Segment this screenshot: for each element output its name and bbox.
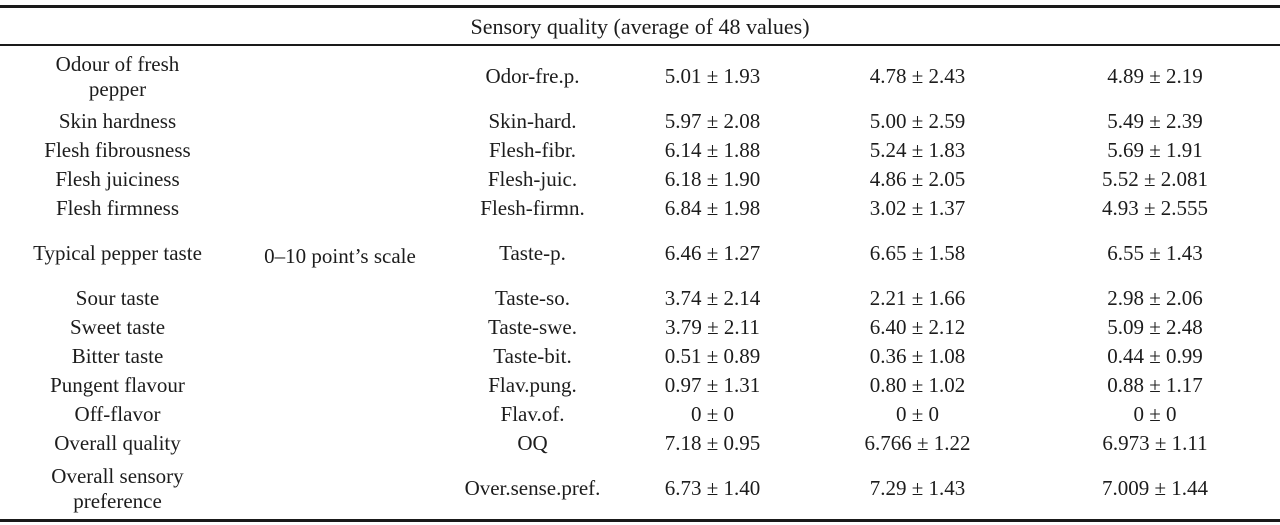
- table-body: Odour of fresh pepper 0–10 point’s scale O…: [0, 45, 1280, 521]
- attribute-cell: Flesh fibrousness: [0, 136, 235, 165]
- value-cell: 6.973 ± 1.11: [1102, 431, 1208, 455]
- value-cell: 6.46 ± 1.27: [664, 241, 761, 265]
- table-row: Flesh firmness Flesh-firmn. 6.84 ± 1.98 3.0…: [0, 194, 1280, 223]
- value-cell: 0.97 ± 1.31: [664, 373, 761, 397]
- abbreviation-cell: Taste-swe.: [488, 315, 577, 339]
- value-cell: 6.73 ± 1.40: [664, 476, 761, 500]
- value-cell: 5.24 ± 1.83: [869, 138, 966, 162]
- value-cell: 0 ± 0: [1133, 402, 1177, 426]
- attribute-label: Overall quality: [54, 431, 181, 455]
- value-cell: 7.009 ± 1.44: [1102, 476, 1209, 500]
- table-row: Overall quality OQ 7.18 ± 0.95 6.766 ± 1.22…: [0, 429, 1280, 458]
- attribute-label: Overall sensory preference: [51, 463, 184, 513]
- table-row: Typical pepper taste Taste-p. 6.46 ± 1.27 6…: [0, 223, 1280, 284]
- value-cell: 3.79 ± 2.11: [665, 315, 760, 339]
- value-cell: 0.36 ± 1.08: [869, 344, 966, 368]
- attribute-label: Off-flavor: [74, 402, 161, 426]
- attribute-cell: Pungent flavour: [0, 371, 235, 400]
- value-cell: 0.44 ± 0.99: [1107, 344, 1203, 368]
- value-cell: 4.78 ± 2.43: [869, 64, 966, 88]
- value-cell: 4.93 ± 2.555: [1102, 196, 1209, 220]
- value-cell: 6.65 ± 1.58: [869, 241, 966, 265]
- abbreviation-cell: Taste-bit.: [493, 344, 572, 368]
- value-cell: 2.98 ± 2.06: [1107, 286, 1203, 310]
- attribute-cell: Sweet taste: [0, 313, 235, 342]
- abbreviation-cell: Skin-hard.: [488, 109, 577, 133]
- value-cell: 0 ± 0: [690, 402, 735, 426]
- attribute-cell: Bitter taste: [0, 342, 235, 371]
- attribute-cell: Overall sensory preference: [0, 458, 235, 521]
- value-cell: 6.18 ± 1.90: [664, 167, 761, 191]
- attribute-cell: Typical pepper taste: [0, 223, 235, 284]
- attribute-cell: Flesh juiciness: [0, 165, 235, 194]
- value-cell: 0 ± 0: [895, 402, 940, 426]
- attribute-cell: Sour taste: [0, 284, 235, 313]
- attribute-label: Flesh firmness: [55, 196, 180, 220]
- value-cell: 5.00 ± 2.59: [869, 109, 966, 133]
- table-row: Overall sensory preference Over.sense.pre…: [0, 458, 1280, 521]
- value-cell: 5.69 ± 1.91: [1107, 138, 1203, 162]
- attribute-cell: Odour of fresh pepper: [0, 45, 235, 107]
- value-cell: 3.02 ± 1.37: [869, 196, 966, 220]
- value-cell: 6.40 ± 2.12: [869, 315, 966, 339]
- table-row: Sweet taste Taste-swe. 3.79 ± 2.11 6.40 ± 2…: [0, 313, 1280, 342]
- attribute-cell: Skin hardness: [0, 107, 235, 136]
- attribute-cell: Off-flavor: [0, 400, 235, 429]
- value-cell: 0.88 ± 1.17: [1107, 373, 1203, 397]
- attribute-label: Pungent flavour: [50, 373, 185, 397]
- attribute-label: Sweet taste: [69, 315, 166, 339]
- table-row: Flesh fibrousness Flesh-fibr. 6.14 ± 1.88 5…: [0, 136, 1280, 165]
- table-row: Sour taste Taste-so. 3.74 ± 2.14 2.21 ± 1.6…: [0, 284, 1280, 313]
- abbreviation-cell: Taste-p.: [499, 241, 566, 265]
- value-cell: 6.84 ± 1.98: [664, 196, 761, 220]
- attribute-label: Sour taste: [75, 286, 160, 310]
- attribute-label: Typical pepper taste: [33, 241, 202, 265]
- table-row: Pungent flavour Flav.pung. 0.97 ± 1.31 0.80…: [0, 371, 1280, 400]
- abbreviation-cell: Taste-so.: [495, 286, 570, 310]
- attribute-label: Odour of fresh pepper: [55, 51, 180, 101]
- abbreviation-cell: Over.sense.pref.: [464, 476, 601, 500]
- value-cell: 0.51 ± 0.89: [664, 344, 761, 368]
- value-cell: 5.01 ± 1.93: [664, 64, 761, 88]
- value-cell: 6.55 ± 1.43: [1107, 241, 1203, 265]
- abbreviation-cell: Odor-fre.p.: [485, 64, 580, 88]
- table-row: Skin hardness Skin-hard. 5.97 ± 2.08 5.00 ±…: [0, 107, 1280, 136]
- scale-label: 0–10 point’s scale: [264, 244, 416, 268]
- abbreviation-cell: Flav.pung.: [488, 373, 577, 397]
- attribute-label: Flesh juiciness: [55, 167, 180, 191]
- value-cell: 6.766 ± 1.22: [864, 431, 971, 455]
- table-header-row: Sensory quality (average of 48 values): [0, 6, 1280, 46]
- attribute-label: Bitter taste: [71, 344, 164, 368]
- attribute-cell: Overall quality: [0, 429, 235, 458]
- value-cell: 7.18 ± 0.95: [664, 431, 761, 455]
- value-cell: 5.09 ± 2.48: [1107, 315, 1203, 339]
- table-row: Bitter taste Taste-bit. 0.51 ± 0.89 0.36 ± …: [0, 342, 1280, 371]
- attribute-cell: Flesh firmness: [0, 194, 235, 223]
- abbreviation-cell: Flav.of.: [500, 402, 565, 426]
- value-cell: 2.21 ± 1.66: [869, 286, 966, 310]
- value-cell: 5.97 ± 2.08: [664, 109, 761, 133]
- abbreviation-cell: Flesh-juic.: [487, 167, 578, 191]
- abbreviation-cell: Flesh-fibr.: [489, 138, 576, 162]
- value-cell: 6.14 ± 1.88: [664, 138, 761, 162]
- table-title: Sensory quality (average of 48 values): [0, 6, 1280, 46]
- value-cell: 4.89 ± 2.19: [1107, 64, 1203, 88]
- sensory-quality-table: Sensory quality (average of 48 values) O…: [0, 5, 1280, 522]
- value-cell: 3.74 ± 2.14: [664, 286, 761, 310]
- value-cell: 7.29 ± 1.43: [869, 476, 966, 500]
- value-cell: 4.86 ± 2.05: [869, 167, 966, 191]
- value-cell: 5.49 ± 2.39: [1107, 109, 1203, 133]
- table-row: Flesh juiciness Flesh-juic. 6.18 ± 1.90 4.8…: [0, 165, 1280, 194]
- value-cell: 0.80 ± 1.02: [869, 373, 966, 397]
- attribute-label: Skin hardness: [58, 109, 177, 133]
- value-cell: 5.52 ± 2.081: [1102, 167, 1209, 191]
- table-row: Off-flavor Flav.of. 0 ± 0 0 ± 0 0 ± 0: [0, 400, 1280, 429]
- abbreviation-cell: OQ: [517, 431, 548, 455]
- attribute-label: Flesh fibrousness: [44, 138, 191, 162]
- abbreviation-cell: Flesh-firmn.: [480, 196, 585, 220]
- scale-cell: 0–10 point’s scale: [235, 45, 445, 521]
- table-row: Odour of fresh pepper 0–10 point’s scale O…: [0, 45, 1280, 269]
